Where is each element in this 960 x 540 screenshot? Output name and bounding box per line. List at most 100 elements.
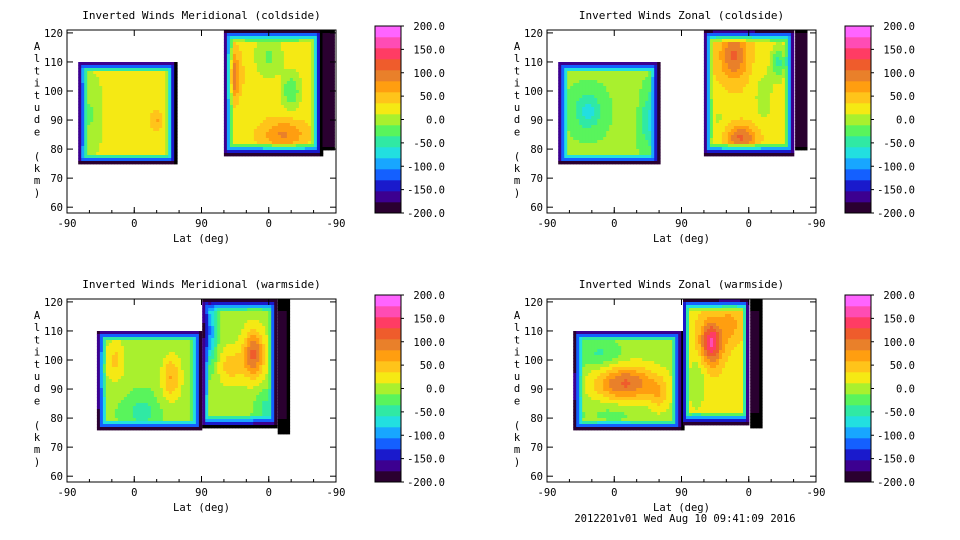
heatmap-cell — [132, 161, 136, 165]
heatmap-cell — [588, 155, 592, 159]
heatmap-cell — [84, 86, 88, 90]
heatmap-cell — [304, 54, 309, 58]
heatmap-cell — [712, 96, 717, 100]
heatmap-cell — [286, 66, 291, 70]
heatmap-cell — [736, 66, 741, 70]
heatmap-cell — [594, 83, 598, 87]
heatmap-cell — [304, 84, 309, 88]
heatmap-cell — [739, 102, 744, 106]
heatmap-cell — [126, 89, 130, 93]
heatmap-cell — [703, 111, 708, 115]
heatmap-cell — [141, 65, 145, 69]
heatmap-cell — [81, 101, 85, 105]
heatmap-cell — [603, 131, 607, 135]
heatmap-cell — [715, 90, 720, 94]
heatmap-cell — [754, 81, 759, 85]
heatmap-cell — [328, 108, 332, 112]
heatmap-cell — [259, 39, 264, 43]
heatmap-cell — [280, 75, 285, 79]
heatmap-cell — [712, 42, 717, 46]
heatmap-cell — [639, 104, 643, 108]
heatmap-cell — [624, 134, 628, 138]
heatmap-cell — [223, 60, 228, 64]
heatmap-cell — [108, 95, 112, 99]
heatmap-cell — [271, 108, 276, 112]
heatmap-cell — [615, 152, 619, 156]
heatmap-cell — [642, 155, 646, 159]
heatmap-cell — [724, 99, 729, 103]
heatmap-cell — [223, 45, 228, 49]
heatmap-cell — [283, 72, 288, 76]
heatmap-cell — [579, 134, 583, 138]
heatmap-cell — [721, 75, 726, 79]
heatmap-cell — [594, 92, 598, 96]
heatmap-cell — [301, 87, 306, 91]
heatmap-cell — [603, 113, 607, 117]
heatmap-cell — [603, 74, 607, 78]
heatmap-cell — [135, 122, 139, 126]
heatmap-cell — [784, 72, 789, 76]
heatmap-cell — [153, 95, 157, 99]
heatmap-cell — [96, 125, 100, 129]
heatmap-cell — [78, 128, 82, 132]
heatmap-cell — [87, 113, 91, 117]
heatmap-cell — [772, 111, 777, 115]
heatmap-cell — [603, 98, 607, 102]
heatmap-cell — [114, 95, 118, 99]
heatmap-cell — [630, 62, 634, 66]
heatmap-cell — [651, 128, 655, 132]
heatmap-cell — [96, 146, 100, 150]
heatmap-cell — [138, 119, 142, 123]
heatmap-cell — [238, 51, 243, 55]
heatmap-cell — [772, 105, 777, 109]
heatmap-cell — [262, 129, 267, 133]
heatmap-cell — [253, 129, 258, 133]
heatmap-cell — [277, 57, 282, 61]
heatmap-cell — [712, 63, 717, 67]
heatmap-cell — [274, 57, 279, 61]
heatmap-cell — [645, 80, 649, 84]
heatmap-cell — [588, 137, 592, 141]
heatmap-cell — [277, 72, 282, 76]
heatmap-cell — [597, 116, 601, 120]
heatmap-cell — [307, 96, 312, 100]
heatmap-cell — [769, 78, 774, 82]
heatmap-cell — [709, 51, 714, 55]
heatmap-cell — [280, 102, 285, 106]
heatmap-cell — [277, 69, 282, 73]
y-tick-label: 90 — [50, 115, 63, 127]
heatmap-cell — [745, 117, 750, 121]
heatmap-cell — [132, 110, 136, 114]
heatmap-cell — [591, 98, 595, 102]
heatmap-cell — [262, 48, 267, 52]
heatmap-cell — [165, 137, 169, 141]
heatmap-cell — [298, 60, 303, 64]
heatmap-cell — [292, 72, 297, 76]
heatmap-cell — [150, 125, 154, 129]
heatmap-cell — [645, 152, 649, 156]
heatmap-cell — [733, 123, 738, 127]
heatmap-cell — [277, 144, 282, 148]
heatmap-cell — [159, 110, 163, 114]
heatmap-cell — [144, 131, 148, 135]
heatmap-cell — [229, 141, 234, 145]
heatmap-cell — [567, 143, 571, 147]
heatmap-cell — [262, 75, 267, 79]
heatmap-cell — [226, 105, 231, 109]
heatmap-cell — [96, 101, 100, 105]
heatmap-cell — [120, 116, 124, 120]
heatmap-cell — [624, 137, 628, 141]
heatmap-cell — [126, 158, 130, 162]
heatmap-cell — [331, 72, 335, 76]
heatmap-cell — [226, 153, 231, 157]
heatmap-cell — [612, 107, 616, 111]
heatmap-cell — [319, 57, 324, 61]
heatmap-cell — [748, 60, 753, 64]
heatmap-cell — [156, 116, 160, 120]
heatmap-cell — [597, 71, 601, 75]
heatmap-cell — [283, 147, 288, 151]
data-block-1 — [78, 62, 178, 165]
heatmap-cell — [639, 119, 643, 123]
heatmap-cell — [129, 152, 133, 156]
heatmap-cell — [769, 117, 774, 121]
